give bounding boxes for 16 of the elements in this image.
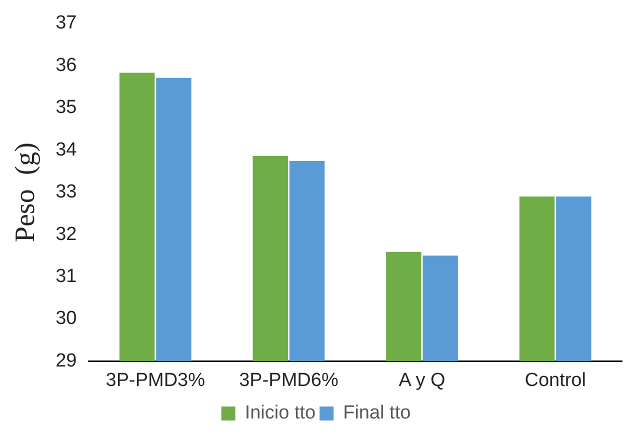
y-tick-label: 36 [56, 54, 77, 76]
y-tick-label: 37 [56, 12, 77, 34]
y-tick-label: 32 [56, 224, 77, 245]
x-tick-label: Control [524, 370, 586, 391]
y-axis-title: Peso (g) [10, 142, 42, 242]
x-tick-label: A y Q [398, 370, 446, 391]
y-tick-label: 29 [56, 350, 77, 372]
y-tick-label: 34 [56, 139, 78, 160]
y-tick-label: 31 [56, 266, 77, 287]
y-tick-label: 30 [56, 308, 77, 330]
y-tick-label: 33 [56, 182, 77, 203]
legend-label: Final tto [343, 402, 411, 424]
legend-label: Inicio tto [244, 402, 316, 424]
y-tick-label: 35 [56, 97, 77, 118]
x-tick-label: 3P-PMD3% [106, 370, 206, 391]
x-tick-label: 3P-PMD6% [239, 370, 338, 391]
